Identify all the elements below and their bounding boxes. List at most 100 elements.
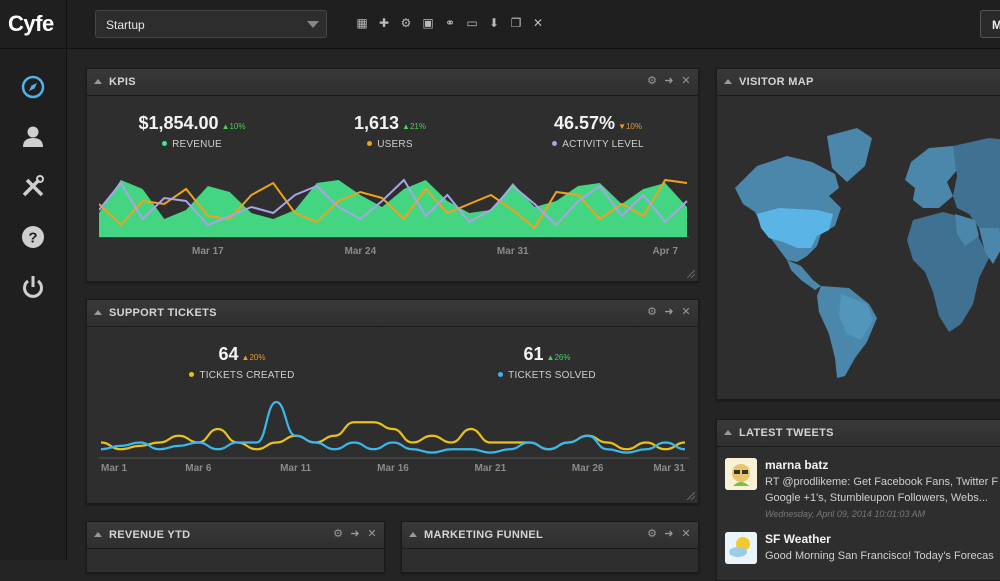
collapse-icon[interactable] <box>94 532 102 537</box>
close-icon[interactable]: ✕ <box>367 528 377 540</box>
kpis-panel: KPIS ⚙ ➜ ✕ $1,854.00 ▲10% REVENUE 1,613 ▲2… <box>86 68 699 282</box>
map-brazil <box>839 294 873 340</box>
kpi-chart: Mar 17 Mar 24 Mar 31 Apr 7 <box>99 178 689 257</box>
x-tick-label: Mar 21 <box>474 463 506 474</box>
user-menu-button[interactable]: M <box>980 10 1000 38</box>
tickets-created-metric: 64 ▲20% TICKETS CREATED <box>177 344 307 381</box>
dashboard-select-label: Startup <box>106 18 145 32</box>
series-line-tickets-solved <box>100 400 686 454</box>
tools-icon[interactable] <box>19 173 47 201</box>
resize-handle[interactable] <box>687 492 695 500</box>
tickets-solved-metric: 61 ▲26% TICKETS SOLVED <box>482 344 612 381</box>
x-tick-label: Mar 17 <box>192 246 224 257</box>
svg-text:?: ? <box>28 230 37 247</box>
collapse-icon[interactable] <box>94 310 102 315</box>
x-tick-label: Mar 1 <box>101 463 128 474</box>
plus-icon[interactable]: ✚ <box>378 16 390 30</box>
image-icon[interactable]: ▣ <box>422 16 434 30</box>
series-line-users <box>99 178 688 230</box>
tweet-author[interactable]: SF Weather <box>765 532 831 546</box>
latest-tweets-panel: LATEST TWEETS marna batz RT @prodlikeme:… <box>716 419 1000 581</box>
resize-handle[interactable] <box>687 270 695 278</box>
x-tick-label: Mar 26 <box>572 463 604 474</box>
cyfe-logo[interactable]: Cyfe <box>8 11 54 36</box>
link-icon[interactable]: ⚭ <box>444 16 456 30</box>
arrow-right-icon[interactable]: ➜ <box>664 75 674 87</box>
panel-title: SUPPORT TICKETS <box>109 307 217 319</box>
collapse-icon[interactable] <box>724 79 732 84</box>
collapse-icon[interactable] <box>94 79 102 84</box>
metric-change: ▲10% <box>221 122 246 131</box>
tweet-text: Good Morning San Francisco! Today's Fore… <box>765 550 994 562</box>
panel-title: LATEST TWEETS <box>739 427 834 439</box>
legend-dot <box>162 140 168 146</box>
avatar <box>725 532 757 564</box>
legend-dot <box>498 371 504 377</box>
close-icon[interactable]: ✕ <box>532 16 544 30</box>
x-tick-label: Mar 31 <box>653 463 685 474</box>
metric-label: REVENUE <box>172 139 222 150</box>
metric-label: TICKETS SOLVED <box>508 370 596 381</box>
metric-value: 1,613 <box>354 113 400 133</box>
revenue-metric: $1,854.00 ▲10% REVENUE <box>127 113 257 150</box>
collapse-icon[interactable] <box>724 430 732 435</box>
gear-icon[interactable]: ⚙ <box>647 75 657 87</box>
panel-title: REVENUE YTD <box>109 529 191 541</box>
x-tick-label: Mar 24 <box>344 246 376 257</box>
gear-icon[interactable]: ⚙ <box>333 528 343 540</box>
sidebar: ? <box>0 49 67 560</box>
metric-change: ▲26% <box>546 353 571 362</box>
map-arabia <box>955 214 979 246</box>
tweet-timestamp: Wednesday, April 09, 2014 10:01:03 AM <box>765 509 926 519</box>
compass-icon[interactable] <box>19 73 47 101</box>
legend-dot <box>552 140 558 146</box>
tickets-chart: Mar 1 Mar 6 Mar 11 Mar 16 Mar 21 Mar 26 Mar 31 <box>99 400 689 474</box>
gear-icon[interactable]: ⚙ <box>647 528 657 540</box>
gear-icon[interactable]: ⚙ <box>400 16 412 30</box>
help-icon[interactable]: ? <box>19 223 47 251</box>
metric-change: ▼10% <box>618 122 642 131</box>
arrow-right-icon[interactable]: ➜ <box>664 306 674 318</box>
power-icon[interactable] <box>19 273 47 301</box>
visitor-map-panel: VISITOR MAP <box>716 68 1000 400</box>
panel-title: VISITOR MAP <box>739 76 814 88</box>
world-map[interactable] <box>717 96 1000 386</box>
arrow-right-icon[interactable]: ➜ <box>350 528 360 540</box>
marketing-funnel-panel: MARKETING FUNNEL ⚙ ➜ ✕ <box>401 521 699 573</box>
collapse-icon[interactable] <box>409 532 417 537</box>
arrow-right-icon[interactable]: ➜ <box>664 528 674 540</box>
grid-icon[interactable]: ▦ <box>356 16 368 30</box>
divider <box>66 0 67 48</box>
user-icon[interactable] <box>19 123 47 151</box>
top-bar: Cyfe Startup ▦ ✚ ⚙ ▣ ⚭ ▭ ⬇ ❐ ✕ M <box>0 0 1000 49</box>
copy-icon[interactable]: ❐ <box>510 16 522 30</box>
gear-icon[interactable]: ⚙ <box>647 306 657 318</box>
tweet-text: RT @prodlikeme: Get Facebook Fans, Twitt… <box>765 476 999 504</box>
dashboard-select[interactable]: Startup <box>95 10 327 38</box>
panel-title: KPIS <box>109 76 136 88</box>
metric-label: ACTIVITY LEVEL <box>562 139 644 150</box>
metric-value: $1,854.00 <box>138 113 219 133</box>
close-icon[interactable]: ✕ <box>681 528 691 540</box>
panel-header: SUPPORT TICKETS ⚙ ➜ ✕ <box>87 300 698 327</box>
map-usa <box>757 208 833 248</box>
monitor-icon[interactable]: ▭ <box>466 16 478 30</box>
metric-change: ▲21% <box>402 122 426 131</box>
x-tick-label: Mar 6 <box>185 463 212 474</box>
close-icon[interactable]: ✕ <box>681 75 691 87</box>
map-europe <box>905 146 965 208</box>
revenue-ytd-panel: REVENUE YTD ⚙ ➜ ✕ <box>86 521 385 573</box>
panel-header: VISITOR MAP <box>717 69 1000 96</box>
legend-dot <box>189 371 195 377</box>
tweet-author[interactable]: marna batz <box>765 458 829 472</box>
avatar <box>725 458 757 490</box>
user-menu-label: M <box>992 18 1000 32</box>
x-tick-label: Apr 7 <box>652 246 678 257</box>
panel-header: LATEST TWEETS <box>717 420 1000 447</box>
close-icon[interactable]: ✕ <box>681 306 691 318</box>
support-tickets-panel: SUPPORT TICKETS ⚙ ➜ ✕ 64 ▲20% TICKETS CRE… <box>86 299 699 504</box>
metric-label: TICKETS CREATED <box>199 370 295 381</box>
map-central-america <box>787 260 821 290</box>
metric-value: 46.57% <box>554 113 616 133</box>
download-icon[interactable]: ⬇ <box>488 16 500 30</box>
